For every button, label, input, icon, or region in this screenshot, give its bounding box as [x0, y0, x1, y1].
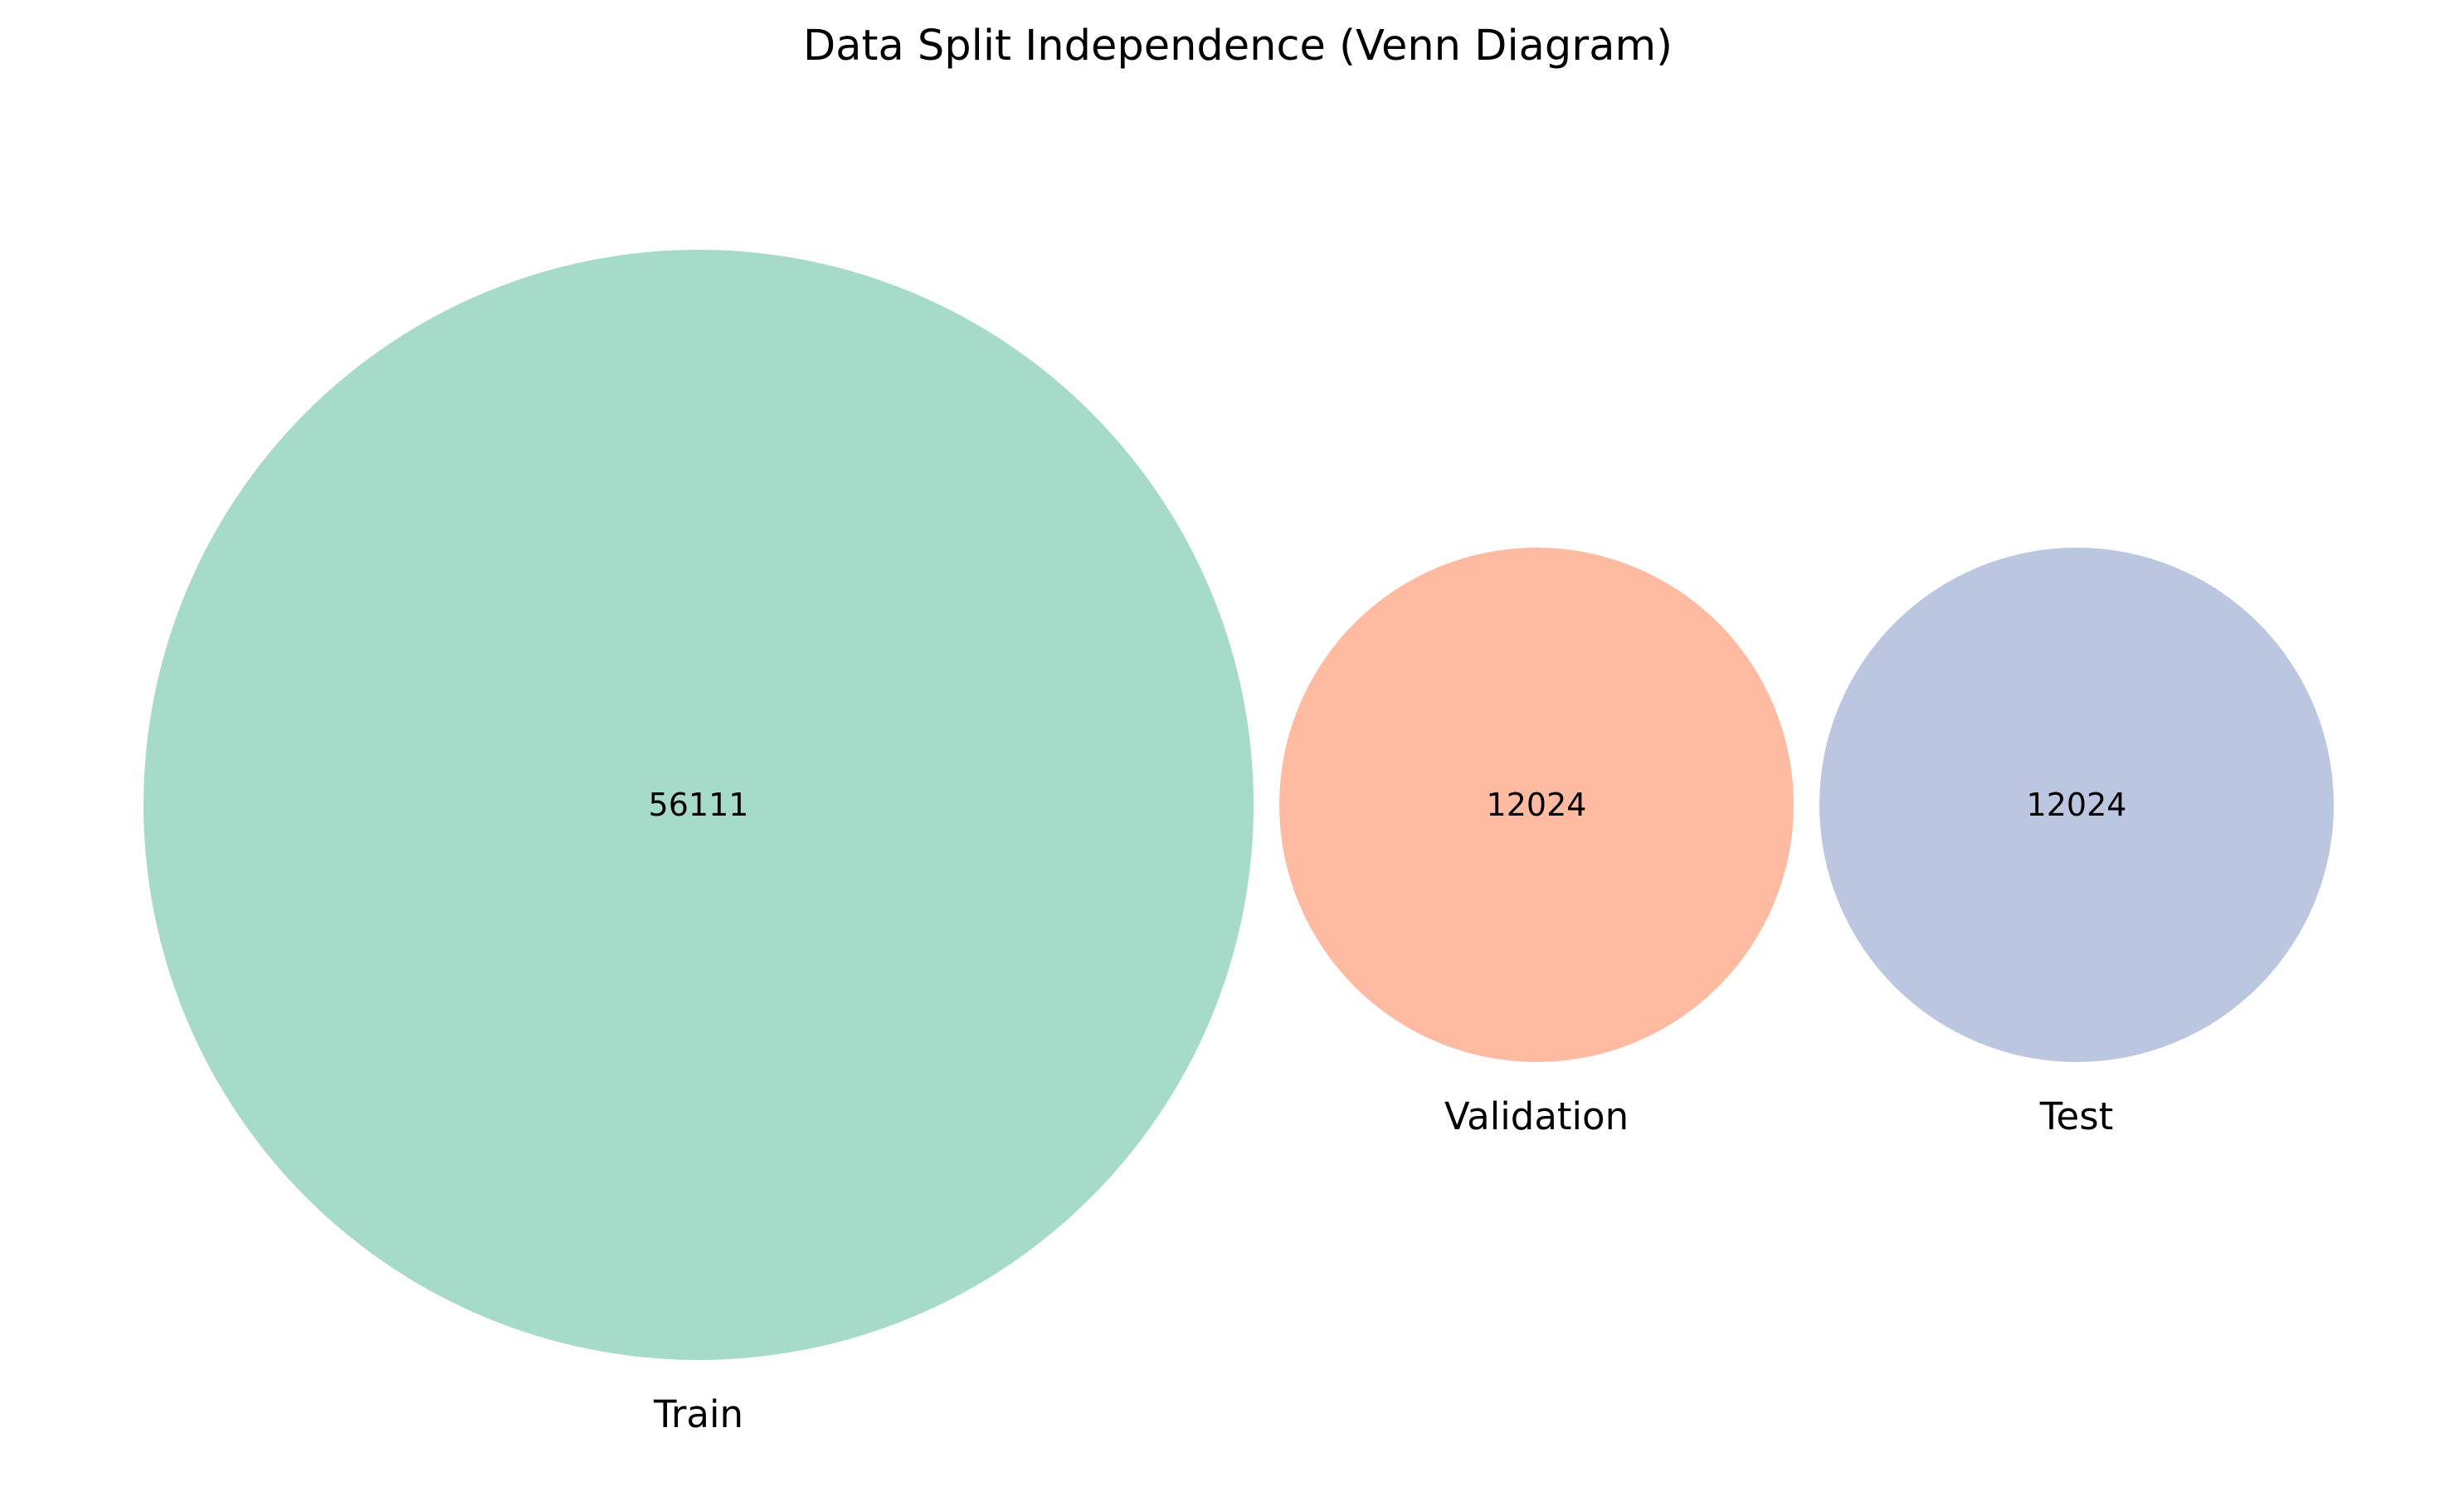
set-train: 56111 Train — [144, 250, 1254, 1436]
set-test-label: Test — [2039, 1094, 2114, 1138]
set-test: 12024 Test — [1819, 548, 2334, 1138]
set-validation-circle — [1279, 548, 1794, 1062]
diagram-title: Data Split Independence (Venn Diagram) — [803, 22, 1673, 71]
set-train-circle — [144, 250, 1254, 1360]
set-test-circle — [1819, 548, 2334, 1062]
set-test-count: 12024 — [2027, 787, 2127, 823]
set-validation: 12024 Validation — [1279, 548, 1794, 1138]
set-validation-count: 12024 — [1487, 787, 1587, 823]
set-train-label: Train — [653, 1392, 743, 1436]
set-validation-label: Validation — [1444, 1094, 1629, 1138]
set-train-count: 56111 — [649, 787, 749, 823]
